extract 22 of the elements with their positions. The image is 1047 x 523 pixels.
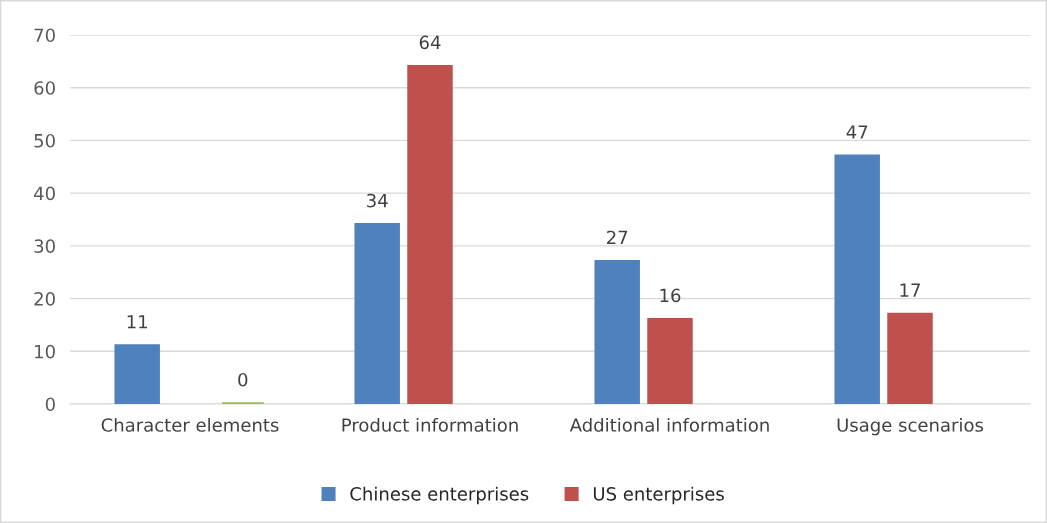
data-label: 16 bbox=[660, 288, 681, 303]
y-tick-label: 70 bbox=[34, 28, 55, 43]
legend-label: Chinese enterprises bbox=[350, 486, 529, 505]
data-label: 47 bbox=[846, 125, 868, 139]
x-tick-label: Usage scenarios bbox=[837, 417, 984, 436]
data-label: 0 bbox=[238, 372, 248, 387]
data-label: 27 bbox=[607, 230, 628, 245]
x-tick-label: Product information bbox=[342, 417, 518, 432]
y-tick-label: 60 bbox=[34, 81, 55, 95]
data-label: 64 bbox=[419, 35, 441, 50]
x-tick-label: Character elements bbox=[101, 417, 279, 432]
y-tick-label: 30 bbox=[34, 239, 55, 253]
x-tick-label: Additional information bbox=[569, 417, 769, 432]
data-label: 17 bbox=[900, 283, 920, 297]
y-tick-label: 10 bbox=[35, 344, 55, 359]
y-tick-label: 20 bbox=[34, 292, 55, 306]
data-label: 34 bbox=[367, 193, 388, 208]
y-tick-label: 40 bbox=[34, 186, 55, 201]
y-tick-label: 50 bbox=[34, 133, 55, 148]
data-label: 11 bbox=[127, 315, 148, 329]
legend-label: US enterprises bbox=[593, 486, 724, 505]
y-tick-label: 0 bbox=[45, 397, 55, 412]
